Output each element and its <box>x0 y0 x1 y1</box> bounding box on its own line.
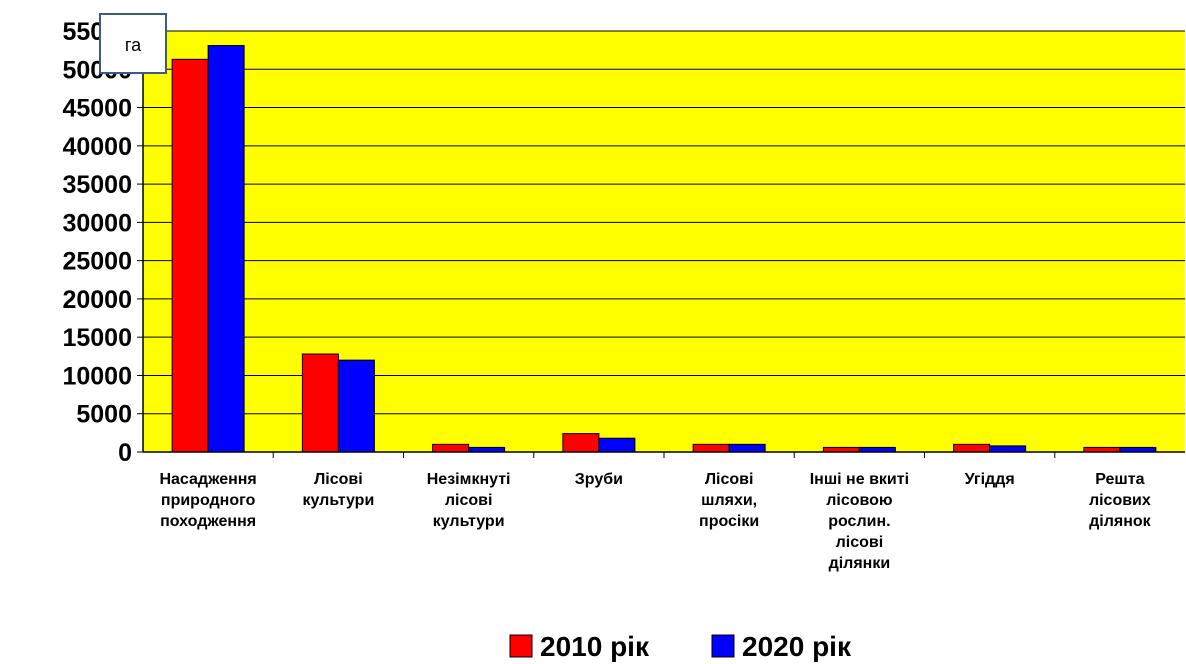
bar-series-1 <box>692 443 730 453</box>
legend-label: 2010 рік <box>540 631 650 662</box>
legend-label: 2020 рік <box>742 631 852 662</box>
x-category-label: Лісові <box>314 471 363 488</box>
y-tick-label: 40000 <box>62 133 132 161</box>
x-category-label: лісових <box>1089 492 1151 509</box>
unit-label-box <box>99 13 167 74</box>
y-tick-label: 20000 <box>62 286 132 314</box>
bar-series-2 <box>598 437 636 453</box>
y-tick-label: 30000 <box>62 209 132 237</box>
x-category-label: природного <box>161 492 256 509</box>
x-category-label: Зруби <box>575 471 623 488</box>
bar-series-2 <box>989 445 1027 453</box>
x-category-label: культури <box>433 513 505 530</box>
bar-series-2 <box>207 45 245 453</box>
bar-series-1 <box>432 443 470 453</box>
y-tick-label: 15000 <box>62 324 132 352</box>
x-category-labels: Насадження природного походження Лісові куль… <box>159 452 1152 572</box>
x-category-label: рослин. <box>828 513 890 530</box>
unit-label: га <box>125 35 142 55</box>
x-category-label: шляхи, <box>701 492 757 509</box>
y-tick-label: 5000 <box>76 401 132 429</box>
x-category-label: Лісові <box>705 471 754 488</box>
bar-series-2 <box>337 359 375 453</box>
bar-series-1 <box>171 58 209 453</box>
x-category-label: ділянки <box>829 555 891 572</box>
y-tick-label: 45000 <box>62 95 132 123</box>
y-tick-label: 10000 <box>62 362 132 390</box>
x-category-label: Решта <box>1095 471 1144 488</box>
x-category-label: Незімкнуті <box>427 471 511 488</box>
x-category-label: ділянок <box>1089 513 1152 530</box>
bar-series-1 <box>562 433 600 453</box>
x-category-label: лісовою <box>826 492 893 509</box>
x-category-label: Інші не вкиті <box>810 471 909 488</box>
legend: 2010 рік 2020 рік <box>509 631 852 662</box>
y-tick-label: 35000 <box>62 171 132 199</box>
x-category-label: Угіддя <box>965 471 1015 488</box>
x-category-label: Насадження <box>159 471 256 488</box>
x-category-label: лісові <box>836 534 884 551</box>
legend-swatch <box>711 634 735 658</box>
x-category-label: просіки <box>699 513 759 530</box>
x-category-label: лісові <box>445 492 493 509</box>
y-tick-label: 0 <box>118 439 132 467</box>
x-category-label: походження <box>160 513 256 530</box>
y-tick-label: 25000 <box>62 248 132 276</box>
bar-series-1 <box>953 443 991 453</box>
y-tick-labels: 0 5000 10000 15000 20000 25000 30000 35000 40000… <box>62 18 143 467</box>
bar-series-1 <box>301 353 339 453</box>
x-category-label: культури <box>302 492 374 509</box>
plot-area <box>143 31 1185 452</box>
bar-series-2 <box>728 443 766 453</box>
bars <box>171 45 1157 453</box>
legend-swatch <box>509 634 533 658</box>
